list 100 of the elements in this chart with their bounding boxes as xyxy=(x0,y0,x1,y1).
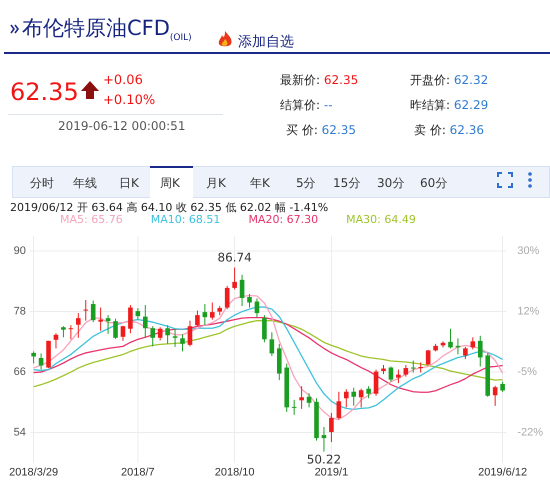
y-tick-label: 66 xyxy=(14,366,26,378)
candlestick xyxy=(470,336,476,350)
candlestick xyxy=(306,392,312,408)
annotation: 50.22 xyxy=(306,452,342,467)
candlestick xyxy=(217,306,222,316)
candlestick xyxy=(299,386,304,410)
candlestick xyxy=(358,388,364,408)
x-tick-label: 2019/1 xyxy=(314,466,348,478)
candlestick xyxy=(188,320,192,347)
candlestick xyxy=(418,362,424,374)
candlestick xyxy=(224,285,230,310)
candlestick xyxy=(113,318,118,340)
candlestick xyxy=(396,369,401,384)
candlestick xyxy=(322,426,326,452)
x-tick-label: 2019/6/12 xyxy=(478,466,528,478)
text: +0.10% xyxy=(103,93,156,108)
candlestick xyxy=(136,308,140,320)
y2-tick-label: -22% xyxy=(517,426,544,439)
candlestick xyxy=(128,304,133,334)
candlestick xyxy=(172,328,178,348)
candlestick xyxy=(54,332,58,349)
candlestick xyxy=(351,387,356,406)
candlestick xyxy=(158,326,162,341)
candlestick xyxy=(456,338,460,355)
candlestick xyxy=(374,369,378,396)
candlestick xyxy=(254,298,260,318)
text: 62.35 xyxy=(10,78,79,106)
text: MA5: 65.76 xyxy=(60,213,123,226)
text: MA10: 68.51 xyxy=(150,213,220,226)
x-tick-label: 2018/3/29 xyxy=(9,466,58,478)
candlestick xyxy=(120,325,126,342)
candlestick xyxy=(463,346,468,360)
y2-tick-label: 30% xyxy=(517,245,540,258)
text: 2019-06-12 00:00:51 xyxy=(58,119,186,133)
candlestick xyxy=(142,304,148,338)
candlestick xyxy=(448,328,453,349)
chart-title: 布伦特原油CFD$_{(OIL)}$ xyxy=(22,15,192,44)
candlestick xyxy=(195,310,200,327)
candlestick xyxy=(270,332,274,356)
y-tick-label: 90 xyxy=(14,245,26,258)
candlestick xyxy=(210,302,215,320)
text: 年线 xyxy=(73,175,97,192)
text: 最新价: 62.35 xyxy=(280,73,358,87)
candlestick xyxy=(500,381,505,393)
candlestick xyxy=(240,274,244,307)
text: 2019/06/12 开 63.64 高 64.10 收 62.35 低 62.02 幅 -1.41% xyxy=(10,200,328,214)
text: 分时 xyxy=(30,175,54,192)
candlestick xyxy=(329,412,334,443)
annotation: 86.74 xyxy=(217,250,252,265)
candlestick xyxy=(292,399,296,416)
y2-tick-label: -5% xyxy=(517,366,538,378)
y-tick-label: 54 xyxy=(14,426,26,439)
text: MA20: 67.30 xyxy=(248,213,318,226)
text: MA30: 64.49 xyxy=(346,213,416,226)
text: 5分 xyxy=(296,175,316,192)
candlestick xyxy=(202,304,208,326)
candlestick xyxy=(68,324,74,340)
candlestick xyxy=(98,307,103,332)
candlestick xyxy=(404,364,408,378)
candlestick xyxy=(90,300,96,323)
candlestick xyxy=(83,300,88,322)
text: +0.06 xyxy=(103,73,143,88)
candlestick xyxy=(150,326,156,347)
candlestick xyxy=(366,386,371,399)
candlestick xyxy=(247,293,252,308)
text: 60分 xyxy=(420,175,448,192)
candlestick xyxy=(381,364,386,375)
candlestick xyxy=(388,366,394,382)
text: 卖 价: 62.36 xyxy=(414,123,484,137)
text: 月K xyxy=(206,175,226,192)
candlestick xyxy=(76,312,81,338)
candlestick xyxy=(344,388,349,408)
candlestick xyxy=(492,385,498,406)
candlestick xyxy=(180,334,185,352)
text: 15分 xyxy=(333,175,360,192)
y2-tick-label: 12% xyxy=(517,306,540,318)
text: 开盘价: 62.32 xyxy=(410,73,488,87)
text: 买 价: xyxy=(286,123,318,137)
candlestick xyxy=(336,391,342,420)
candlestick xyxy=(410,360,416,374)
text: 添加自选 xyxy=(238,33,294,51)
candlestick xyxy=(31,350,36,364)
text: 结算价: -- xyxy=(280,98,333,112)
candlestick xyxy=(232,267,237,290)
text: 30分 xyxy=(377,175,404,192)
candlestick xyxy=(165,324,170,344)
x-tick-label: 2018/7 xyxy=(121,466,155,478)
candlestick xyxy=(61,326,66,338)
text: 年K xyxy=(250,175,270,192)
candlestick xyxy=(106,314,110,334)
text: 62.35 xyxy=(322,123,356,137)
candlestick xyxy=(262,314,267,343)
text: 周K xyxy=(160,175,180,192)
text: 日K xyxy=(119,175,139,192)
text: 昨结算: 62.29 xyxy=(410,98,488,112)
y-tick-label: 78 xyxy=(14,306,26,318)
candlestick xyxy=(38,352,44,370)
candlestick xyxy=(478,335,483,368)
x-tick-label: 2018/10 xyxy=(214,466,255,478)
candlestick xyxy=(426,349,430,366)
